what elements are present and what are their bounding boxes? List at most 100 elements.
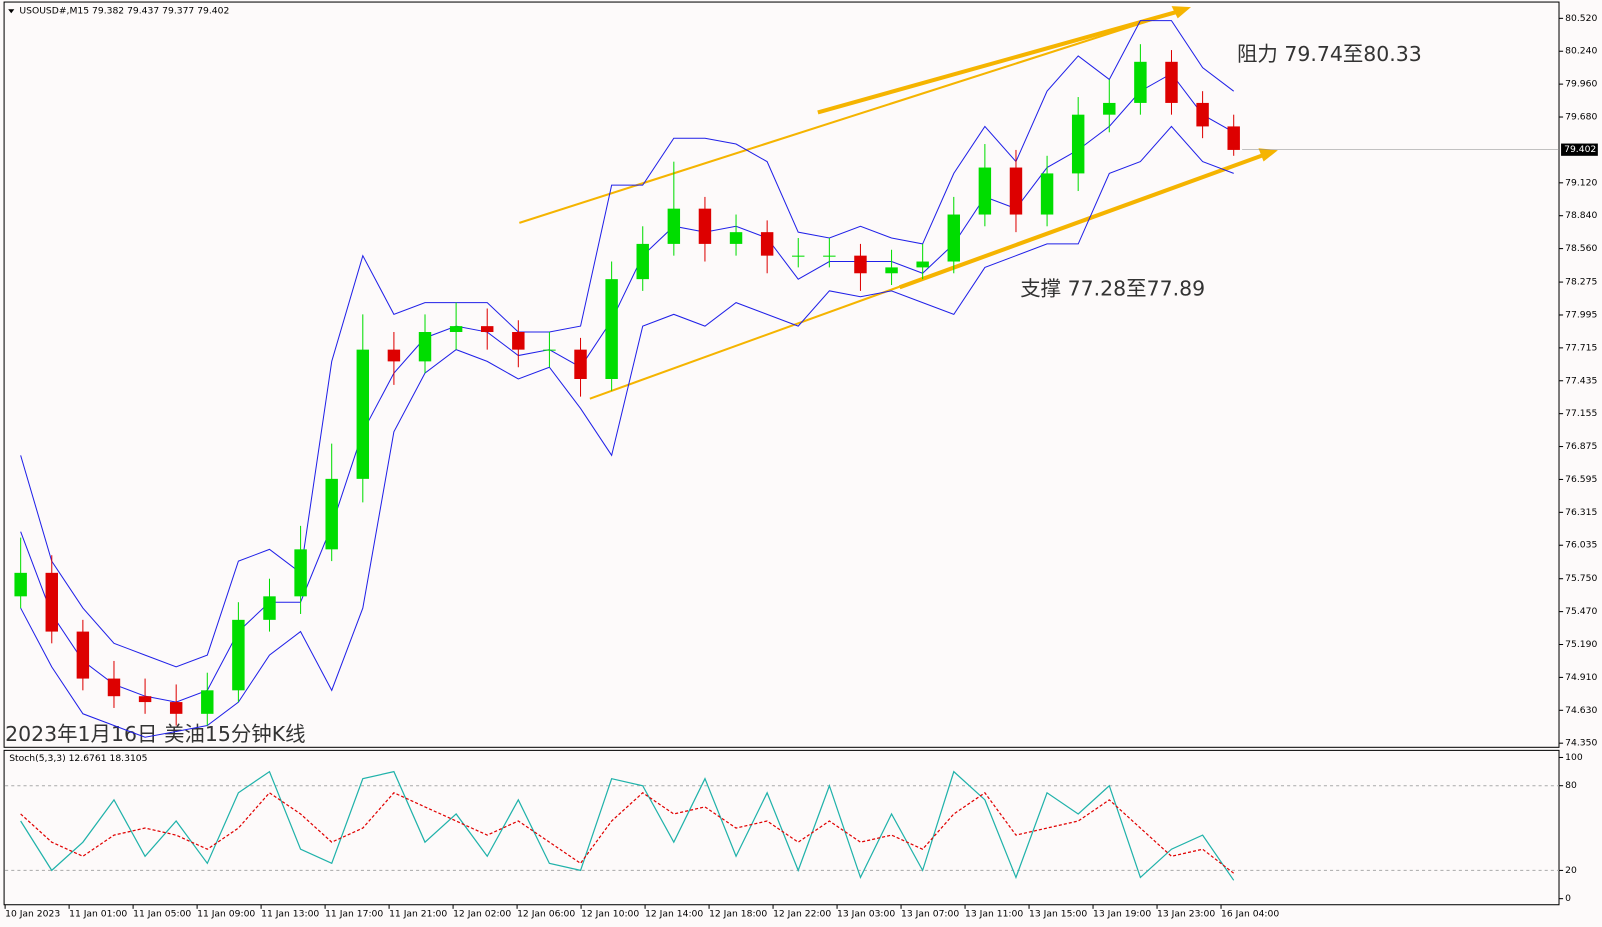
x-tick-label: 12 Jan 02:00 — [453, 908, 511, 919]
chart-root: USOUSD#,M15 79.382 79.437 79.377 79.402 … — [3, 1, 1598, 919]
y-tick-label: 78.560 — [1565, 243, 1597, 254]
candle-body — [543, 349, 556, 351]
candle-body — [387, 349, 401, 362]
candle-body — [854, 255, 867, 274]
candle-body — [169, 702, 183, 714]
x-tick-label: 13 Jan 07:00 — [901, 908, 959, 919]
candle-body — [418, 332, 432, 362]
candle-body — [667, 208, 681, 244]
x-tick-label: 13 Jan 15:00 — [1029, 908, 1087, 919]
x-tick-label: 10 Jan 2023 — [5, 908, 60, 919]
candle-body — [916, 261, 929, 268]
y-tick-label: 77.715 — [1565, 342, 1597, 353]
x-tick-label: 12 Jan 22:00 — [773, 908, 831, 919]
price-panel — [3, 1, 1560, 748]
candle-body — [605, 279, 618, 380]
candle-body — [698, 208, 712, 244]
stoch-line — [20, 770, 1235, 881]
candle-body — [978, 167, 992, 215]
channel-arrow — [1258, 148, 1278, 162]
x-tick-label: 11 Jan 05:00 — [133, 908, 191, 919]
y-tick-label: 76.035 — [1565, 540, 1597, 551]
candle-body — [1009, 167, 1023, 215]
y-tick-label: 80.520 — [1565, 13, 1597, 24]
candle-body — [574, 349, 587, 380]
channel-line — [817, 10, 1177, 115]
last-price-box — [1561, 143, 1598, 156]
candle-body — [232, 619, 245, 691]
x-tick-label: 11 Jan 01:00 — [69, 908, 127, 919]
candle-body — [138, 696, 152, 703]
y-tick-label: 76.595 — [1565, 474, 1597, 485]
x-tick-label: 11 Jan 21:00 — [389, 908, 447, 919]
channel-line — [898, 153, 1264, 290]
y-tick-label: 75.470 — [1565, 606, 1597, 617]
y-tick-label: 78.275 — [1565, 277, 1597, 288]
x-tick-label: 13 Jan 03:00 — [837, 908, 895, 919]
y-tick-label: 0 — [1565, 893, 1571, 904]
candle-body — [263, 596, 276, 620]
candle-body — [1196, 102, 1209, 127]
y-tick-label: 74.350 — [1565, 738, 1597, 749]
candle-body — [1165, 61, 1178, 103]
bollinger-middle — [20, 72, 1234, 703]
stoch-title: Stoch(5,3,3) 12.6761 18.3105 — [9, 753, 147, 764]
y-tick-label: 80.240 — [1565, 46, 1597, 57]
annotation: 阻力 79.74至80.33 — [1237, 42, 1422, 66]
annotation: 支撑 77.28至77.89 — [1020, 276, 1205, 300]
x-tick-label: 16 Jan 04:00 — [1221, 908, 1279, 919]
candle-body — [1040, 173, 1054, 215]
last-price-label: 79.402 — [1564, 144, 1596, 155]
x-tick-label: 11 Jan 09:00 — [197, 908, 255, 919]
y-tick-label: 77.435 — [1565, 375, 1597, 386]
candle-body — [45, 572, 58, 632]
x-tick-label: 12 Jan 18:00 — [709, 908, 767, 919]
x-tick-label: 11 Jan 13:00 — [261, 908, 319, 919]
candle-body — [325, 478, 338, 550]
candle-body — [356, 349, 370, 479]
y-tick-label: 74.910 — [1565, 672, 1597, 683]
x-tick-label: 12 Jan 10:00 — [581, 908, 639, 919]
candle-body — [885, 267, 898, 274]
bollinger-upper — [20, 20, 1235, 668]
y-tick-label: 100 — [1565, 752, 1583, 763]
candle-body — [512, 332, 525, 350]
candle-body — [760, 232, 774, 256]
y-tick-label: 75.190 — [1565, 639, 1597, 650]
candle-body — [107, 678, 121, 697]
candle-body — [76, 631, 90, 679]
y-tick-label: 79.120 — [1565, 177, 1597, 188]
y-tick-label: 78.840 — [1565, 210, 1597, 221]
candle-body — [1071, 114, 1085, 174]
candle-body — [792, 255, 805, 257]
candle-body — [729, 232, 743, 244]
channel — [519, 6, 1278, 400]
bollinger-lower — [20, 125, 1234, 738]
candle-body — [947, 214, 960, 262]
x-tick-label: 13 Jan 11:00 — [965, 908, 1023, 919]
x-tick-label: 12 Jan 06:00 — [517, 908, 575, 919]
x-tick-label: 11 Jan 17:00 — [325, 908, 383, 919]
candle-body — [1227, 126, 1240, 150]
stoch-line — [20, 791, 1235, 874]
chart-title: 2023年1月16日 美油15分钟K线 — [5, 722, 305, 746]
candle-body — [449, 326, 463, 333]
candle-body — [294, 549, 307, 597]
channel-arrow — [1171, 6, 1191, 19]
candle-body — [1103, 102, 1116, 115]
y-tick-label: 75.750 — [1565, 573, 1597, 584]
header: USOUSD#,M15 79.382 79.437 79.377 79.402 — [19, 6, 229, 17]
candle-body — [480, 326, 494, 333]
candle-body — [14, 572, 27, 597]
y-tick-label: 77.155 — [1565, 408, 1597, 419]
y-tick-label: 80 — [1565, 780, 1577, 791]
x-tick-label: 12 Jan 14:00 — [645, 908, 703, 919]
y-tick-label: 76.875 — [1565, 441, 1597, 452]
menu-icon — [8, 9, 15, 14]
y-tick-label: 79.680 — [1565, 112, 1597, 123]
candle-body — [636, 243, 649, 280]
y-tick-label: 20 — [1565, 865, 1577, 876]
x-tick-label: 13 Jan 23:00 — [1157, 908, 1215, 919]
